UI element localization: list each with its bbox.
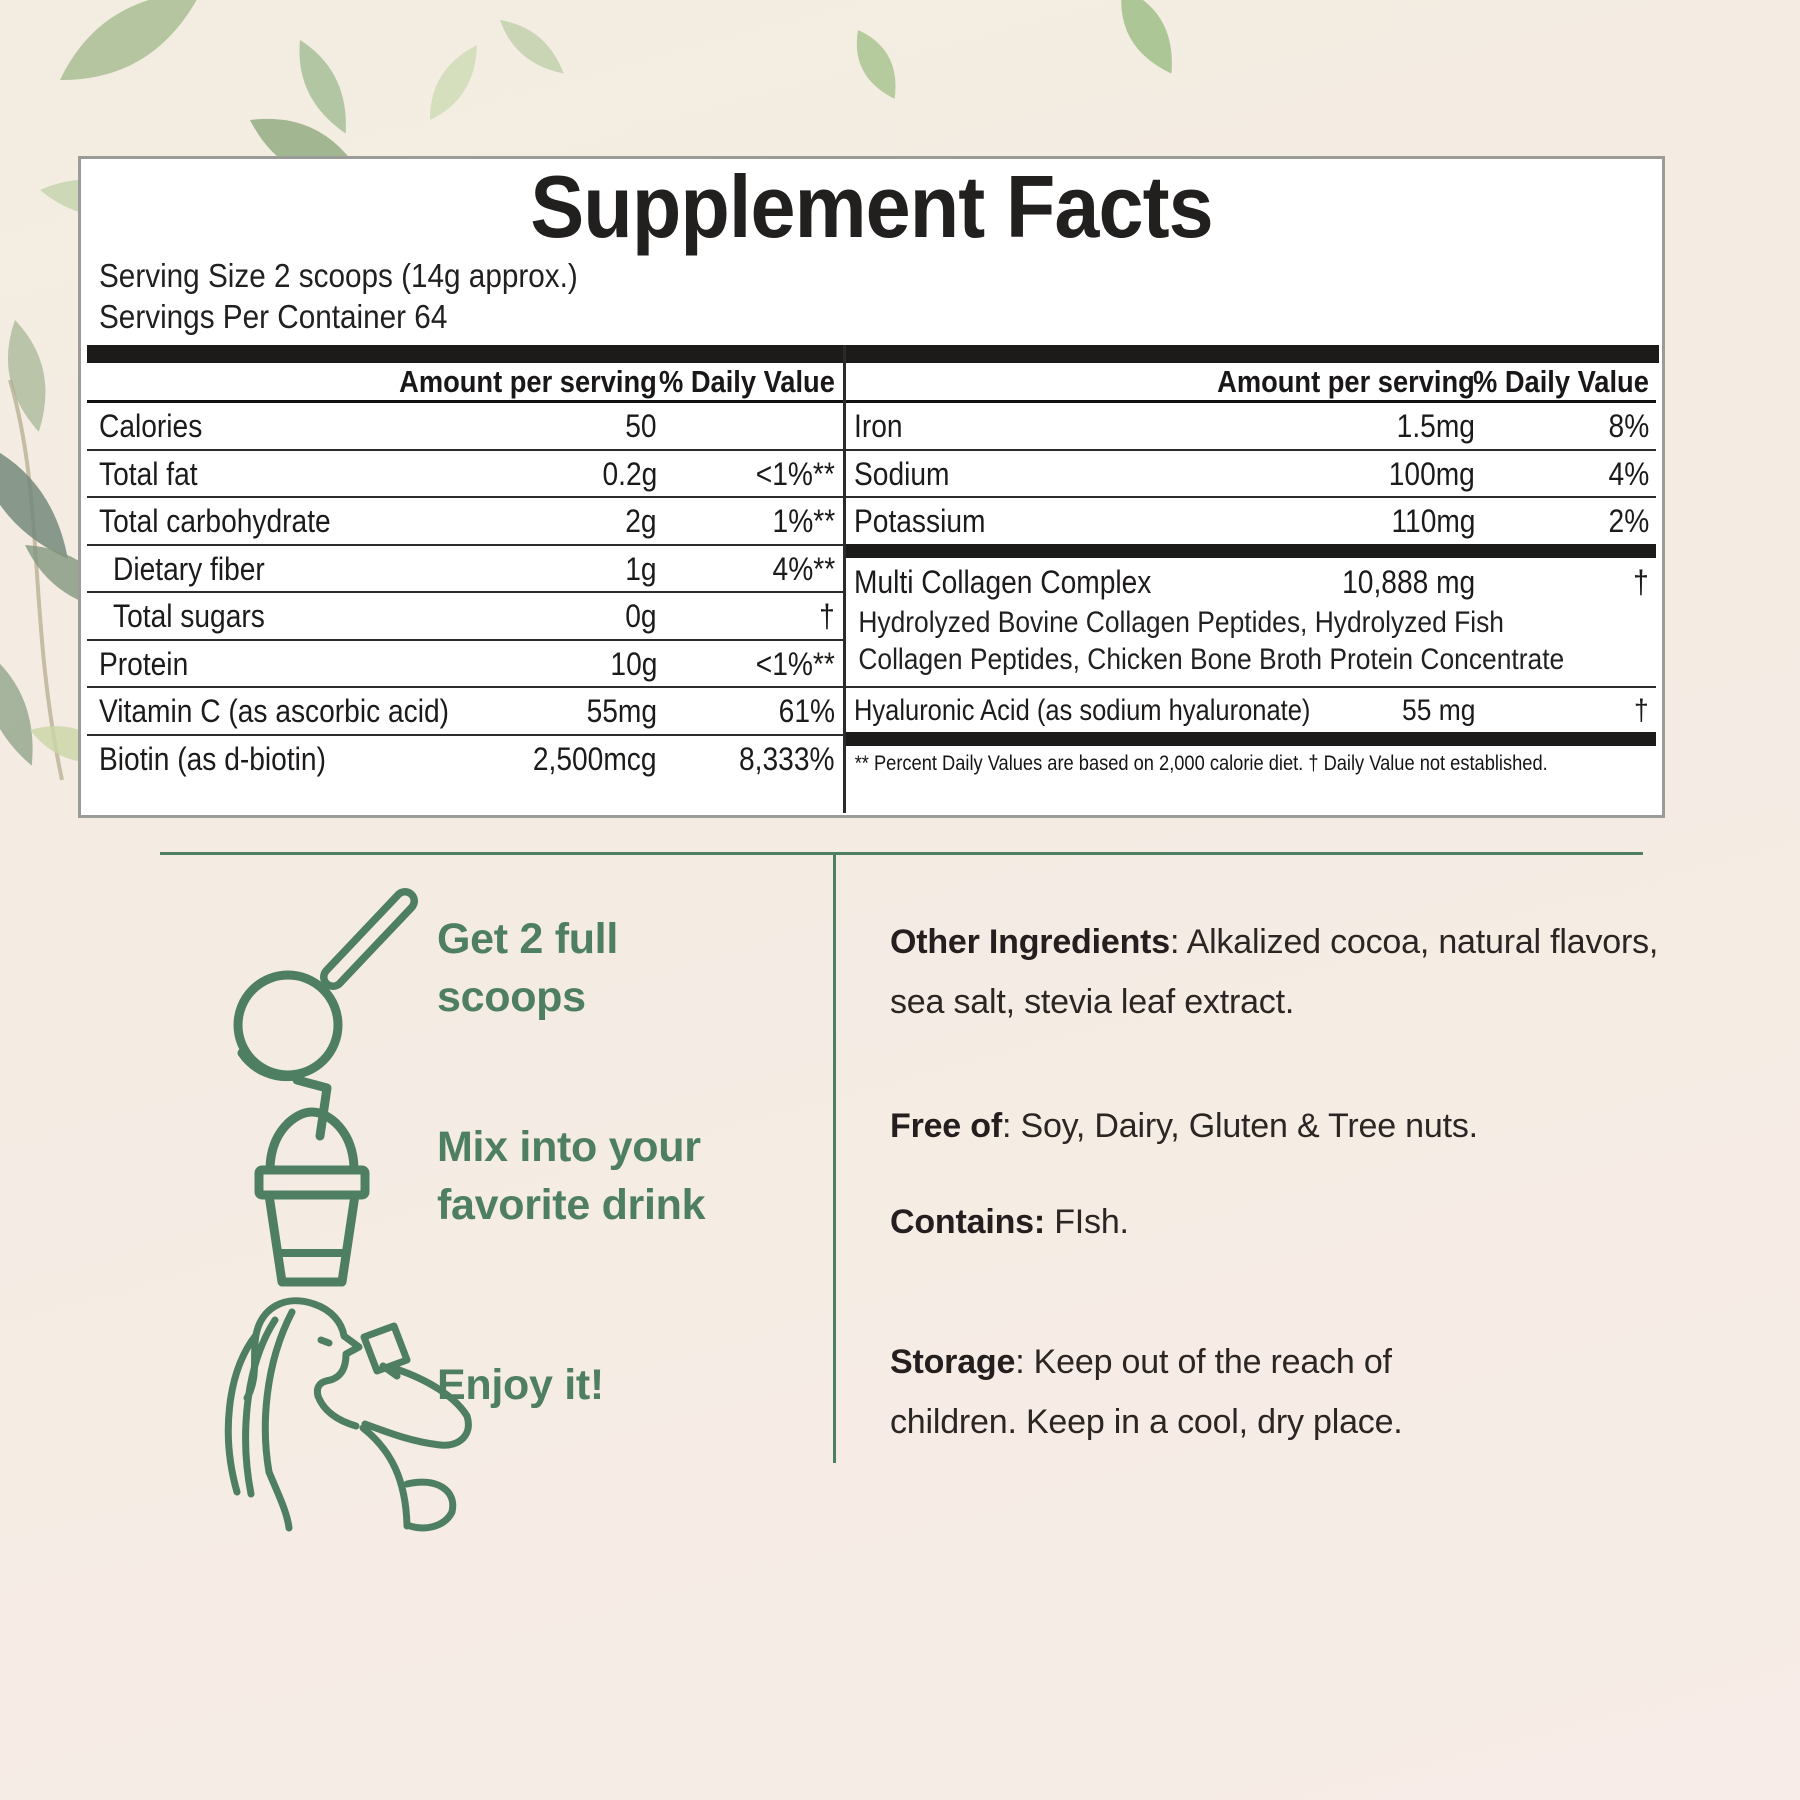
nutrient-name: Sodium: [854, 455, 950, 492]
nutrient-amount: 2,500mcg: [533, 740, 657, 777]
servings-per-container: Servings Per Container 64: [99, 298, 448, 335]
complex-name: Multi Collagen Complex: [854, 563, 1152, 600]
nutrient-dv: 8%: [1608, 408, 1649, 444]
free-of: Free of: Soy, Dairy, Gluten & Tree nuts.: [890, 1096, 1690, 1156]
nutrition-table-left: Amount per serving % Daily Value Calorie…: [87, 363, 843, 781]
nutrient-amount: 10g: [610, 645, 657, 682]
nutrient-name: Potassium: [854, 503, 986, 539]
serving-size: Serving Size 2 scoops (14g approx.): [99, 257, 578, 294]
nutrient-dv: <1%**: [755, 455, 835, 492]
storage-label: Storage: [890, 1343, 1016, 1381]
nutrient-dv: 1%**: [772, 503, 835, 539]
table-row: Biotin (as d-biotin) 2,500mcg 8,333%: [87, 736, 843, 782]
header-daily-value: % Daily Value: [1473, 364, 1649, 399]
nutrient-name: Total fat: [99, 455, 198, 492]
other-ingredients-label: Other Ingredients: [890, 923, 1170, 961]
table-row: Protein 10g <1%**: [87, 641, 843, 688]
nutrient-name: Biotin (as d-biotin): [99, 740, 326, 777]
nutrient-name: Vitamin C (as ascorbic acid): [99, 693, 450, 729]
step-label-enjoy: Enjoy it!: [437, 1361, 604, 1409]
complex-amount: 10,888 mg: [1341, 563, 1475, 600]
nutrient-name: Calories: [99, 408, 203, 444]
nutrient-amount: 110mg: [1390, 503, 1475, 539]
divider-bar: [846, 731, 1656, 746]
other-ingredients: Other Ingredients: Alkalized cocoa, natu…: [890, 912, 1690, 1032]
panel-title: Supplement Facts: [530, 157, 1214, 256]
drink-cup-icon: [254, 1075, 370, 1287]
complex-dv: †: [1633, 563, 1649, 600]
nutrient-name: Protein: [99, 645, 189, 682]
nutrient-dv: <1%**: [755, 645, 835, 682]
nutrient-dv: †: [819, 598, 835, 634]
nutrient-amount: 0g: [625, 598, 657, 634]
nutrient-dv: 2%: [1608, 503, 1649, 539]
nutrient-name: Hyaluronic Acid (as sodium hyaluronate): [854, 693, 1311, 727]
nutrient-amount: 0.2g: [602, 455, 657, 492]
divider-bar: [846, 543, 1656, 558]
header-daily-value: % Daily Value: [659, 364, 835, 399]
complex-description-wrap: Hydrolyzed Bovine Collagen Peptides, Hyd…: [846, 604, 1656, 688]
table-row: Hyaluronic Acid (as sodium hyaluronate) …: [846, 688, 1656, 732]
person-drinking-icon: [224, 1297, 472, 1532]
table-header: Amount per serving % Daily Value: [846, 363, 1656, 403]
section-divider-horizontal: [160, 852, 1643, 855]
nutrient-name: Iron: [854, 408, 903, 444]
nutrient-name: Total carbohydrate: [99, 503, 331, 539]
nutrient-name: Total sugars: [113, 598, 265, 634]
scoop-icon: [233, 888, 418, 1082]
nutrient-amount: 55mg: [586, 693, 657, 729]
other-ingredients-text: : Alkalized cocoa, natural flavors, sea …: [890, 923, 1659, 1021]
step-label-mix: Mix into your favorite drink: [437, 1123, 706, 1229]
nutrient-name: Dietary fiber: [113, 550, 265, 587]
nutrient-dv: 4%: [1608, 455, 1649, 492]
nutrient-amount: 55 mg: [1401, 693, 1475, 727]
step-label-scoops: Get 2 full scoops: [437, 915, 618, 1021]
table-row: Total sugars 0g †: [87, 593, 843, 641]
nutrient-dv: 4%**: [772, 550, 835, 587]
table-row: Potassium 110mg 2%: [846, 498, 1656, 544]
nutrient-dv: 8,333%: [739, 740, 835, 777]
header-amount: Amount per serving: [1217, 364, 1475, 399]
contains: Contains: FIsh.: [890, 1192, 1690, 1252]
contains-label: Contains:: [890, 1203, 1045, 1241]
table-row: Calories 50: [87, 403, 843, 451]
contains-text: FIsh.: [1044, 1203, 1129, 1241]
table-row: Sodium 100mg 4%: [846, 451, 1656, 498]
table-row: Total carbohydrate 2g 1%**: [87, 498, 843, 546]
nutrient-amount: 100mg: [1388, 455, 1475, 492]
daily-value-footnote: ** Percent Daily Values are based on 2,0…: [854, 751, 1548, 775]
storage-text: : Keep out of the reach of children. Kee…: [890, 1343, 1403, 1441]
nutrition-table-right: Amount per serving % Daily Value Iron 1.…: [846, 363, 1656, 776]
table-header: Amount per serving % Daily Value: [87, 363, 843, 403]
divider-bar: [87, 345, 1659, 363]
free-of-label: Free of: [890, 1107, 1002, 1145]
storage: Storage: Keep out of the reach of childr…: [890, 1332, 1510, 1452]
table-row: Dietary fiber 1g 4%**: [87, 546, 843, 593]
nutrient-amount: 2g: [625, 503, 657, 539]
nutrient-amount: 1.5mg: [1396, 408, 1475, 444]
nutrient-amount: 50: [625, 408, 657, 444]
free-of-text: : Soy, Dairy, Gluten & Tree nuts.: [1001, 1107, 1478, 1145]
complex-description: Hydrolyzed Bovine Collagen Peptides, Hyd…: [858, 605, 1565, 676]
section-divider-vertical: [833, 855, 836, 1463]
table-row: Vitamin C (as ascorbic acid) 55mg 61%: [87, 688, 843, 736]
supplement-facts-panel: Supplement Facts Serving Size 2 scoops (…: [78, 156, 1665, 818]
table-row: Iron 1.5mg 8%: [846, 403, 1656, 451]
column-divider: [843, 345, 846, 813]
nutrient-dv: 61%: [778, 693, 835, 729]
nutrient-dv: †: [1634, 693, 1649, 727]
table-row-complex: Multi Collagen Complex 10,888 mg †: [846, 558, 1656, 604]
table-row: Total fat 0.2g <1%**: [87, 451, 843, 498]
nutrient-amount: 1g: [625, 550, 657, 587]
header-amount: Amount per serving: [399, 364, 657, 399]
